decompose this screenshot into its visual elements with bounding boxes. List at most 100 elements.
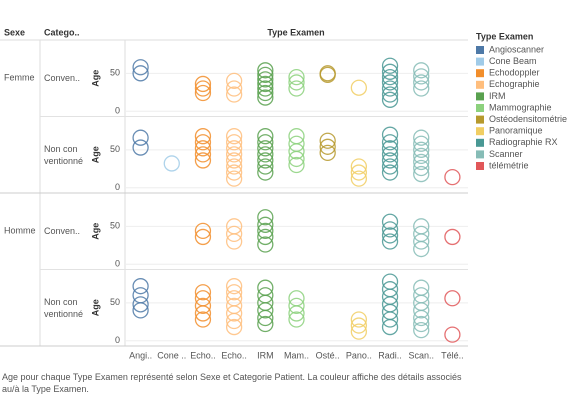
point	[381, 152, 399, 169]
point	[350, 317, 368, 334]
point	[257, 228, 274, 246]
point	[413, 165, 430, 183]
point	[132, 296, 149, 313]
point	[288, 305, 305, 322]
legend-swatch	[476, 138, 484, 147]
point	[194, 80, 212, 97]
point	[350, 164, 368, 181]
x-tick-label: Scan..	[408, 350, 434, 360]
x-tick-label: Cone ..	[157, 350, 186, 360]
point	[381, 311, 399, 328]
legend-swatch	[476, 46, 484, 54]
point	[350, 323, 368, 340]
x-tick-label: Pano..	[346, 350, 372, 360]
legend-label: Cone Beam	[489, 56, 537, 66]
point	[257, 236, 274, 253]
point	[381, 80, 399, 97]
x-tick-label: IRM	[257, 350, 274, 360]
point	[194, 228, 212, 246]
legend-swatch	[476, 92, 484, 101]
point	[225, 146, 243, 163]
point	[381, 86, 399, 103]
point	[413, 240, 430, 258]
point	[413, 315, 430, 333]
point	[257, 222, 274, 240]
y-tick-label: 50	[110, 144, 120, 154]
point	[413, 153, 430, 171]
category-header: Catego..	[44, 27, 80, 37]
point	[288, 311, 305, 328]
legend-label: Ostéodensitométrie	[489, 114, 567, 124]
point	[381, 318, 399, 336]
point	[225, 72, 243, 90]
point	[413, 309, 430, 327]
category-label: Conven..	[44, 226, 81, 236]
legend-swatch	[476, 57, 484, 66]
point	[194, 305, 212, 322]
point	[350, 158, 368, 175]
point	[350, 170, 368, 187]
y-axis-label: Age	[90, 146, 100, 163]
point	[381, 74, 399, 91]
legend-swatch	[476, 69, 484, 78]
point	[381, 221, 399, 238]
y-tick-label: 0	[115, 259, 120, 269]
point	[194, 311, 212, 328]
point	[257, 209, 274, 226]
point	[225, 233, 243, 250]
point	[444, 290, 461, 307]
point	[413, 141, 430, 158]
point	[257, 134, 274, 151]
point	[257, 309, 274, 327]
y-tick-label: 50	[110, 297, 120, 307]
legend-label: Echographie	[489, 79, 540, 89]
point	[225, 225, 243, 243]
caption: Age pour chaque Type Examen représenté s…	[2, 372, 462, 394]
point	[381, 164, 399, 181]
point	[381, 233, 399, 250]
legend-label: Scanner	[489, 149, 523, 159]
point	[194, 128, 212, 145]
legend-swatch	[476, 115, 484, 124]
sexe-label: Femme	[4, 72, 35, 82]
point	[257, 66, 274, 83]
point	[381, 227, 399, 244]
point	[413, 159, 430, 177]
point	[257, 80, 274, 97]
legend-swatch	[476, 80, 484, 89]
point	[194, 152, 212, 169]
point	[132, 65, 149, 82]
x-tick-label: Radi..	[378, 350, 402, 360]
legend-label: Echodoppler	[489, 68, 540, 78]
category-label: Conven..	[44, 73, 81, 83]
point	[413, 80, 430, 97]
row-header: Sexe	[4, 27, 25, 37]
point	[381, 158, 399, 175]
point	[413, 135, 430, 152]
point	[225, 80, 243, 97]
x-tick-label: Télé..	[441, 350, 464, 360]
point	[194, 146, 212, 163]
point	[225, 158, 243, 175]
point	[194, 222, 212, 240]
point	[225, 170, 243, 187]
y-tick-label: 50	[110, 68, 120, 78]
point	[132, 129, 149, 146]
category-label: Non con ventionné	[44, 296, 84, 319]
point	[225, 86, 243, 103]
legend-swatch	[476, 150, 484, 159]
legend-label: Panoramique	[489, 126, 543, 136]
point	[132, 287, 149, 304]
x-tick-label: Angi..	[129, 350, 152, 360]
point	[381, 146, 399, 163]
point	[225, 305, 243, 322]
point	[194, 75, 212, 93]
point	[413, 62, 430, 79]
point	[381, 134, 399, 151]
y-tick-label: 0	[115, 182, 120, 192]
y-tick-label: 50	[110, 221, 120, 231]
point	[194, 297, 212, 315]
point	[225, 318, 243, 336]
y-tick-label: 0	[115, 335, 120, 345]
point	[257, 152, 274, 169]
